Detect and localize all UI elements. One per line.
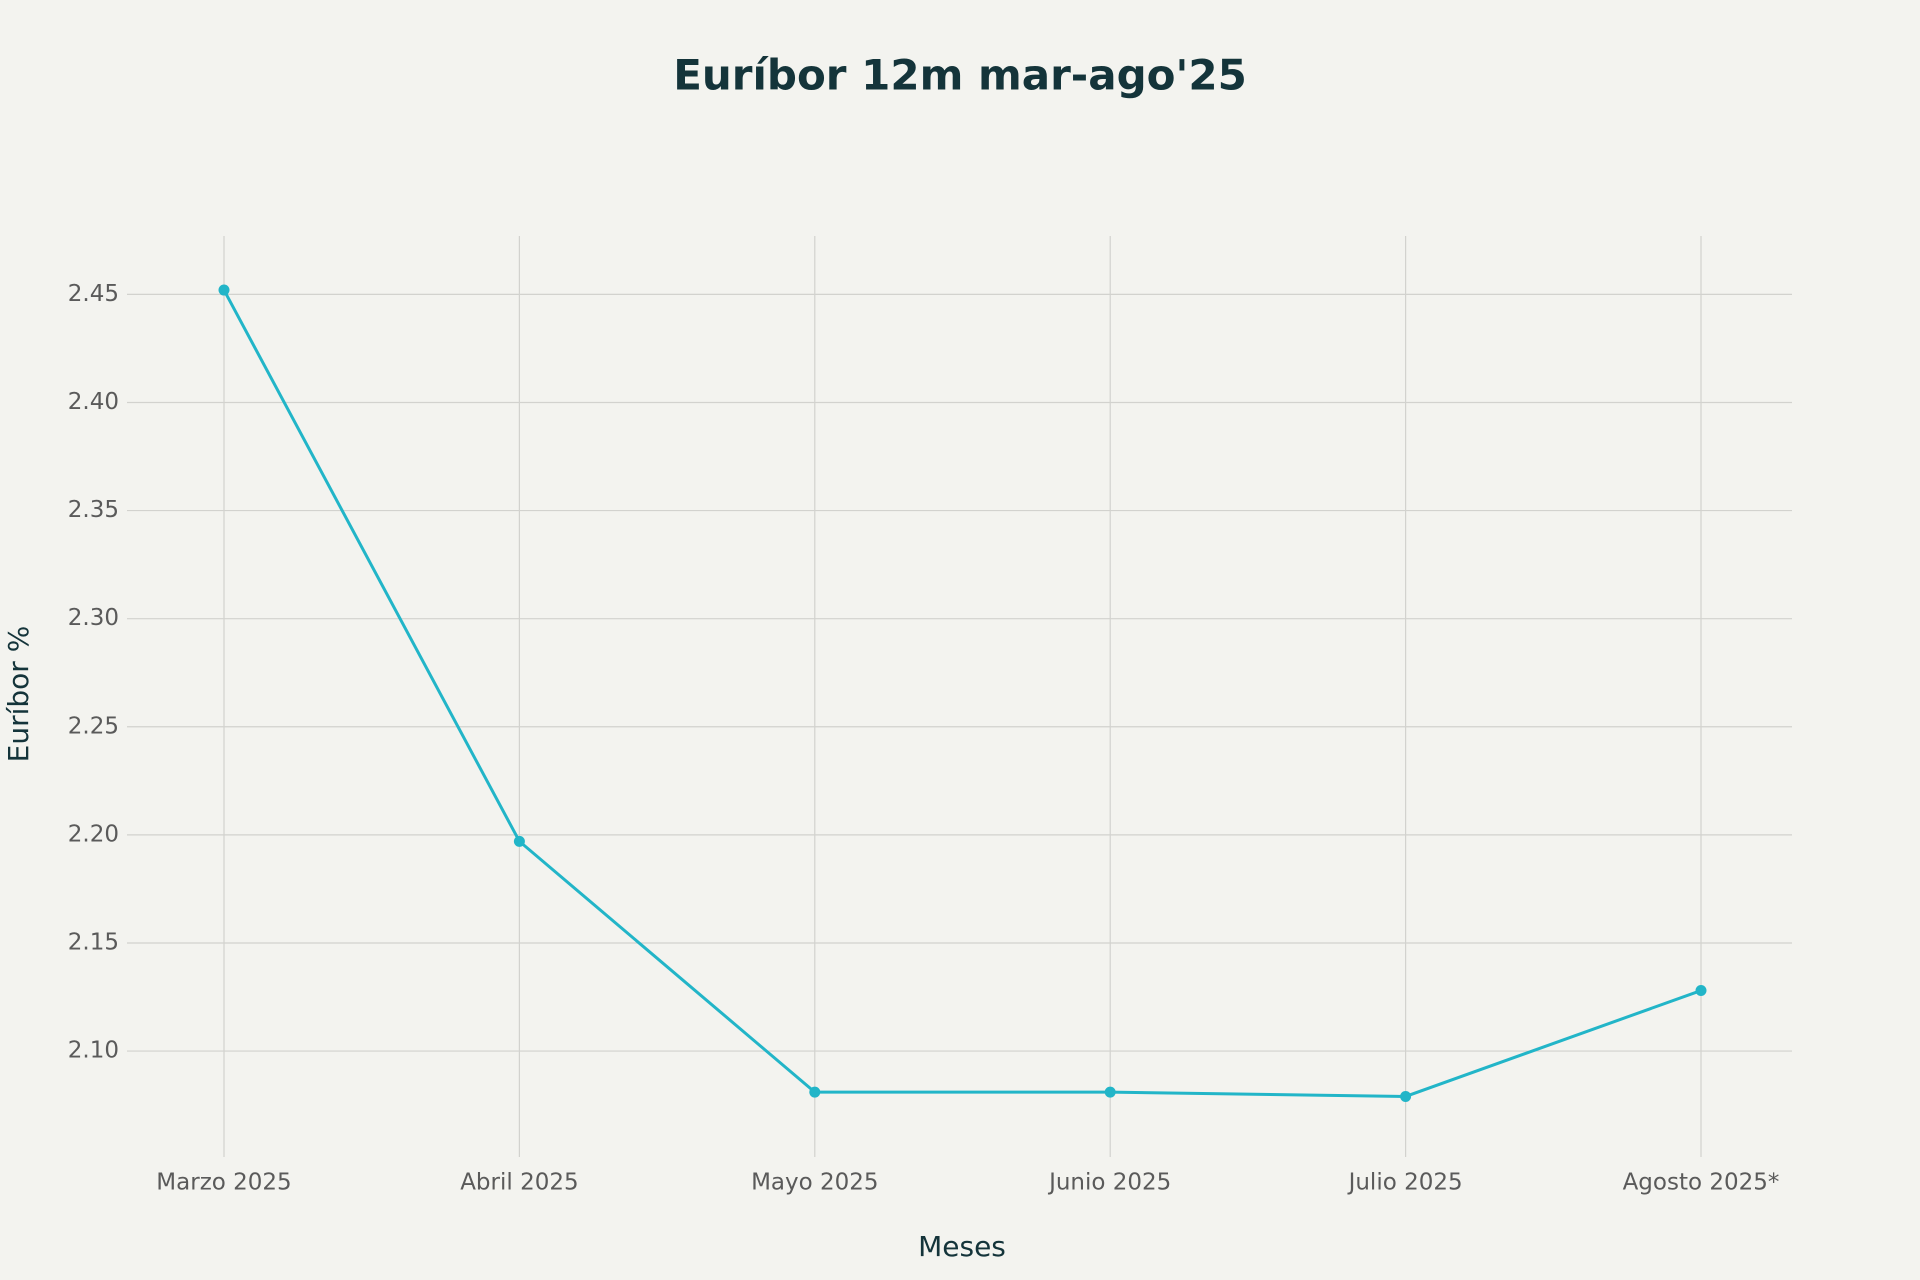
- y-tick-label: 2.10: [68, 1038, 119, 1064]
- x-tick-label: Abril 2025: [460, 1170, 578, 1196]
- y-tick-label: 2.45: [68, 281, 119, 307]
- y-tick-label: 2.40: [68, 389, 119, 415]
- marker: [1104, 1086, 1116, 1098]
- x-axis-title: Meses: [918, 1230, 1006, 1263]
- y-axis-title: Euríbor %: [2, 626, 35, 763]
- line: [222, 289, 1702, 1098]
- y-tick-label: 2.15: [68, 929, 119, 955]
- x-tick-label: Agosto 2025*: [1623, 1170, 1780, 1196]
- y-tick-label: 2.30: [68, 605, 119, 631]
- y-tick-label: 2.20: [68, 821, 119, 847]
- x-tick-label: Mayo 2025: [751, 1170, 878, 1196]
- y-tick-label: 2.25: [68, 713, 119, 739]
- x-tick-label: Marzo 2025: [156, 1170, 291, 1196]
- x-tick-label: Julio 2025: [1347, 1170, 1463, 1196]
- marker: [809, 1086, 821, 1098]
- y-tick-label: 2.35: [68, 497, 119, 523]
- x-tick-label: Junio 2025: [1047, 1170, 1171, 1196]
- marker: [1400, 1090, 1412, 1102]
- marker: [1695, 985, 1707, 997]
- chart-title: Euríbor 12m mar-ago'25: [673, 51, 1247, 100]
- marker: [218, 284, 230, 296]
- marker: [513, 835, 525, 847]
